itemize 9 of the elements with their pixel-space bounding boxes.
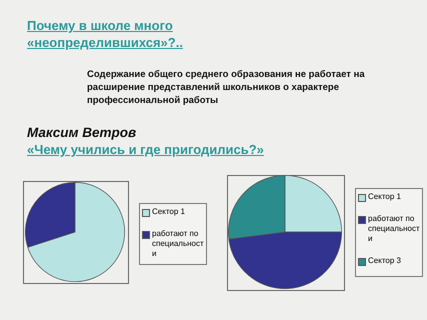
text: Максим Ветров <box>27 125 136 140</box>
chart-title: Почему в школе много «неопределившихся»?.. <box>27 17 184 51</box>
legend-label: работают по специальности <box>368 214 420 244</box>
legend-label: Сектор 3 <box>368 256 401 266</box>
legend-label: Сектор 1 <box>152 207 185 217</box>
chart-subtitle: Содержание общего среднего образования не работает на расширение представлений школьников о характере профессиональной работы <box>87 68 366 107</box>
legend-label: работают по специальности <box>152 229 204 259</box>
legend-label: Сектор 1 <box>368 192 401 202</box>
text: «Чему учились и где пригодились?» <box>27 141 264 158</box>
